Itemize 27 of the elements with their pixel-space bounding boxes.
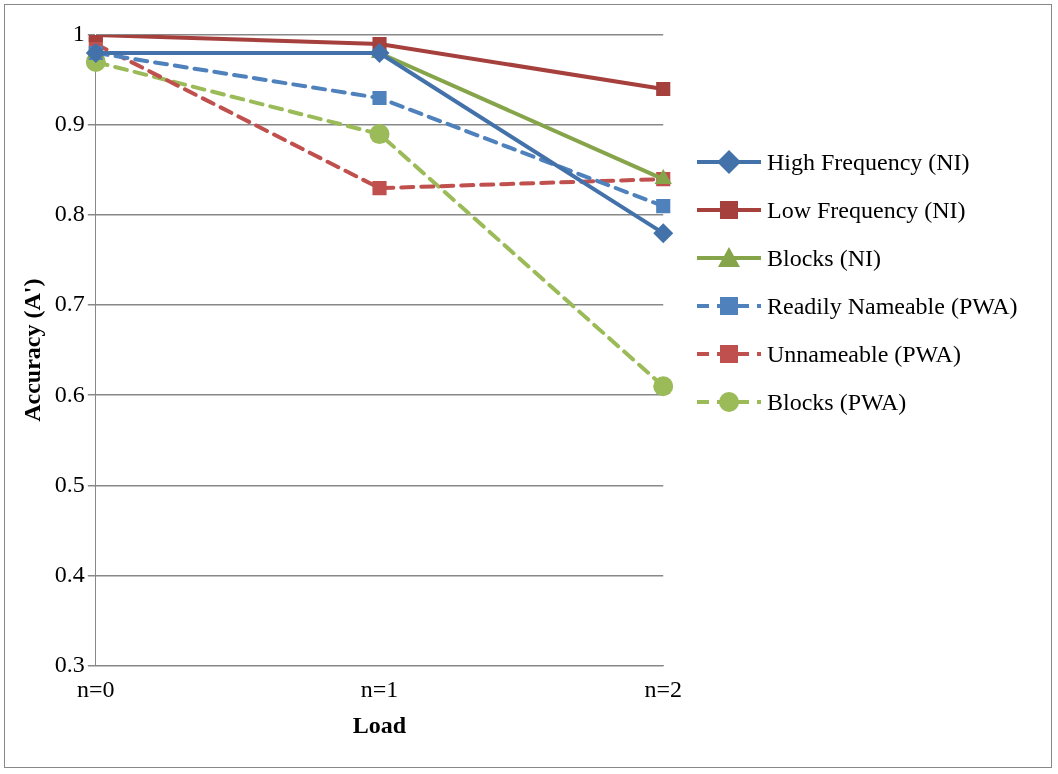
point: [372, 90, 387, 106]
point: [369, 124, 390, 145]
legend-label: Blocks (NI): [767, 244, 881, 273]
point: [656, 81, 671, 97]
y-tick-label: 0.5: [54, 470, 85, 497]
legend-label: Low Frequency (NI): [767, 196, 966, 225]
y-tick-label: 0.4: [54, 560, 85, 587]
legend-label: High Frequency (NI): [767, 148, 970, 177]
y-tick-label: 0.9: [54, 110, 85, 137]
point: [653, 223, 674, 244]
point: [369, 43, 390, 64]
point: [372, 181, 387, 196]
y-axis-title: Accuracy (A'): [18, 278, 45, 422]
y-tick-label: 0.8: [54, 200, 85, 227]
legend-label: Blocks (PWA): [767, 388, 907, 417]
x-tick-label: n=1: [360, 676, 399, 703]
y-tick-label: 0.6: [54, 380, 85, 407]
y-tick-label: 1: [72, 20, 85, 47]
y-tick-label: 0.3: [54, 650, 85, 677]
y-tick-label: 0.7: [54, 290, 85, 317]
x-tick-label: n=0: [77, 676, 115, 703]
x-tick-label: n=2: [644, 676, 683, 703]
legend-label: Readily Nameable (PWA): [767, 292, 1018, 321]
x-axis-title: Load: [352, 711, 407, 738]
point: [656, 199, 671, 214]
point: [653, 376, 674, 397]
legend-label: Unnameable (PWA): [767, 340, 961, 369]
